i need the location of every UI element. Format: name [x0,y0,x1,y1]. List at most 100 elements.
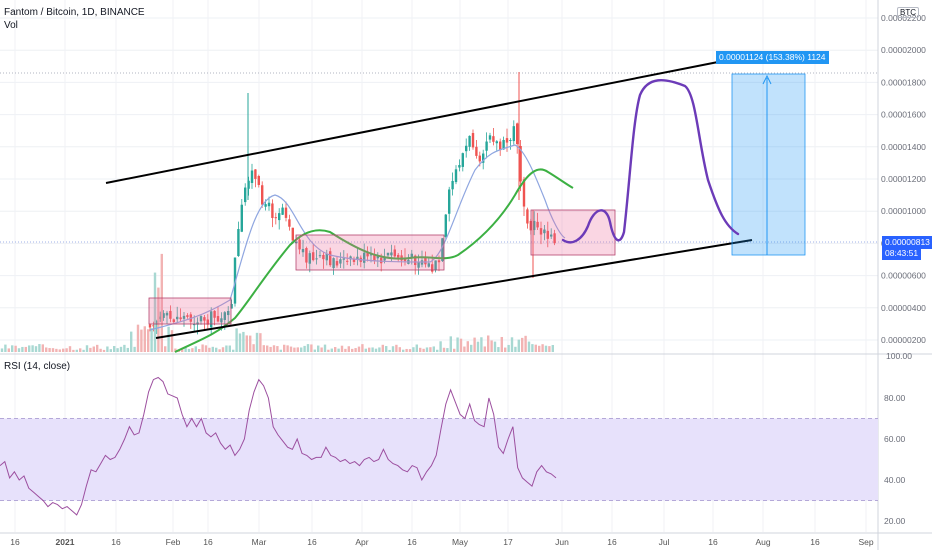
volume-bar [320,347,323,352]
volume-bar [303,345,306,352]
volume-bar [174,348,177,352]
candle-body [233,257,237,304]
candle-body [322,254,325,260]
volume-bar [113,346,116,352]
candle-body [516,123,519,145]
volume-bar [102,349,106,352]
volume-bar [143,326,146,352]
volume-bar [412,347,415,352]
volume-bar [221,347,225,352]
volume-bar [7,348,10,352]
price-tick-label: 0.00000600 [881,271,926,281]
candle-body [352,258,356,262]
candle-body [220,318,223,323]
volume-bar [398,347,401,352]
target-arrow-head [762,74,772,85]
candle-body [414,255,417,266]
candle-body [499,141,502,151]
volume-bar [300,347,303,352]
candle-body [441,238,444,262]
volume-bar [157,287,160,352]
candle-body [196,322,199,325]
candle-body [363,252,366,263]
candle-body [305,248,308,263]
candle-body [261,185,264,205]
candle-body [274,217,277,219]
volume-bar [456,337,459,352]
volume-bar [323,344,327,352]
volume-bar [415,344,418,352]
volume-bar [442,347,446,352]
volume-bar [72,349,75,352]
volume-bar [313,349,316,352]
candle-body [482,153,485,163]
candle-body [237,229,240,257]
volume-bar [85,345,89,352]
volume-bar [266,345,269,352]
consolidation-box [530,209,616,256]
volume-bar [211,346,214,352]
candle-body [240,204,243,232]
volume-bar [130,331,133,352]
volume-bar [548,346,551,352]
volume-bar [58,349,61,352]
volume-bar [228,345,231,352]
candle-body [176,316,179,320]
time-tick-label: 16 [10,537,20,547]
time-tick-label: 17 [503,537,513,547]
rsi-tick-label: 60.00 [884,434,906,444]
volume-bar [381,344,384,352]
candle-body [543,229,546,234]
volume-bar [470,344,473,352]
last-price-badge: 0.00000813 [882,236,932,249]
volume-bar [245,335,248,352]
volume-bar [259,333,262,352]
candle-body [386,252,390,256]
candle-body [244,187,247,203]
candle-body [509,140,512,142]
time-tick-label: 2021 [56,537,75,547]
time-tick-label: 16 [407,537,417,547]
candle-body [427,263,430,267]
volume-bar [153,272,157,352]
price-tick-label: 0.00001600 [881,110,926,120]
slow-moving-average [174,168,574,353]
candle-body [376,255,379,259]
volume-bar [541,344,544,352]
volume-bar [514,346,517,352]
volume-bar [28,345,31,352]
volume-bar [238,333,242,352]
candle-body [485,141,488,151]
volume-bar [184,346,187,352]
volume-bar [361,344,364,352]
currency-label[interactable]: BTC [897,7,919,18]
volume-bar [497,347,500,352]
volume-bar [334,347,337,352]
volume-bar [446,348,449,352]
volume-bar [344,348,347,352]
volume-bar [296,347,299,352]
volume-bar [385,346,388,352]
volume-bar [517,339,520,352]
candle-body [495,141,498,144]
volume-bar [235,328,238,352]
volume-bar [181,347,184,352]
volume-bar [480,337,483,352]
candle-body [339,259,342,264]
volume-bar [167,326,170,352]
candle-body [281,207,284,215]
candle-body [431,264,434,272]
candle-body [522,179,526,207]
volume-bar [351,348,354,352]
time-tick-label: 16 [307,537,317,547]
volume-bar [225,345,228,352]
volume-bar [255,332,259,352]
candle-body [373,254,376,261]
volume-bar [123,344,126,352]
candle-body [458,165,461,168]
candle-body [182,315,186,319]
volume-bar [79,348,82,352]
candle-body [461,153,464,167]
